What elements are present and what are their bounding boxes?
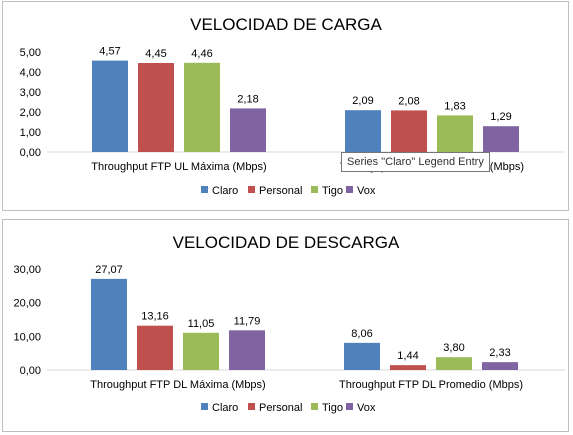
data-label: 3,80 bbox=[443, 342, 464, 354]
bar-vox bbox=[230, 108, 266, 152]
legend-label-claro: Claro bbox=[212, 185, 238, 197]
data-label: 2,18 bbox=[237, 93, 258, 105]
legend-swatch-personal bbox=[248, 186, 255, 193]
category-label: Throughput FTP UL Máxima (Mbps) bbox=[91, 161, 266, 173]
bar-tigo bbox=[437, 115, 473, 152]
bar-personal bbox=[138, 63, 174, 152]
bar-personal bbox=[137, 325, 173, 370]
data-label: 4,45 bbox=[145, 48, 166, 60]
chart-title: VELOCIDAD DE DESCARGA bbox=[173, 233, 400, 252]
data-label: 13,16 bbox=[141, 311, 169, 323]
y-tick-label: 10,00 bbox=[13, 331, 41, 343]
data-label: 1,83 bbox=[444, 100, 465, 112]
bar-personal bbox=[390, 365, 426, 370]
bar-vox bbox=[482, 362, 518, 370]
legend-label-vox: Vox bbox=[357, 402, 376, 414]
data-label: 4,57 bbox=[99, 46, 120, 58]
legend-swatch-tigo bbox=[311, 403, 318, 410]
bar-personal bbox=[391, 110, 427, 152]
bar-tigo bbox=[183, 332, 219, 370]
legend-label-tigo: Tigo bbox=[322, 185, 343, 197]
category-label: Throughput FTP DL Promedio (Mbps) bbox=[339, 379, 523, 391]
y-tick-label: 3,00 bbox=[20, 87, 41, 99]
category-label: Throughput FTP DL Máxima (Mbps) bbox=[90, 379, 265, 391]
data-label: 1,44 bbox=[397, 350, 418, 362]
legend-label-claro: Claro bbox=[212, 402, 238, 414]
data-label: 8,06 bbox=[351, 328, 372, 340]
legend-swatch-claro bbox=[201, 403, 208, 410]
bar-claro bbox=[92, 60, 128, 152]
bar-vox bbox=[229, 330, 265, 370]
bar-tigo bbox=[436, 357, 472, 370]
y-tick-label: 20,00 bbox=[13, 298, 41, 310]
y-tick-label: 0,00 bbox=[20, 365, 41, 377]
data-label: 1,29 bbox=[490, 111, 511, 123]
legend-swatch-vox bbox=[346, 403, 353, 410]
bar-vox bbox=[483, 126, 519, 152]
y-tick-label: 0,00 bbox=[20, 147, 41, 159]
download-chart-svg: VELOCIDAD DE DESCARGA 0,00 10,00 20,00 30,00… bbox=[13, 233, 565, 414]
data-label: 2,33 bbox=[489, 347, 510, 359]
legend-entry-tooltip: Series "Claro" Legend Entry bbox=[341, 152, 490, 172]
legend-swatch-vox bbox=[346, 186, 353, 193]
data-label: 11,05 bbox=[188, 318, 215, 330]
chart-title: VELOCIDAD DE CARGA bbox=[190, 15, 382, 34]
legend-label-personal: Personal bbox=[259, 185, 302, 197]
bar-claro bbox=[91, 278, 127, 370]
legend-label-tigo: Tigo bbox=[322, 402, 343, 414]
y-tick-label: 1,00 bbox=[20, 127, 41, 139]
legend-label-personal: Personal bbox=[259, 402, 302, 414]
bar-claro bbox=[344, 342, 380, 370]
y-tick-label: 4,00 bbox=[20, 67, 41, 79]
legend-label-vox: Vox bbox=[357, 185, 376, 197]
data-label: 27,07 bbox=[95, 264, 123, 276]
data-label: 11,79 bbox=[234, 315, 261, 327]
data-label: 2,09 bbox=[352, 95, 373, 107]
upload-chart[interactable]: VELOCIDAD DE CARGA 0,00 1,00 2,00 3,00 4,00 5,… bbox=[2, 1, 569, 211]
y-tick-label: 5,00 bbox=[20, 47, 41, 59]
data-label: 2,08 bbox=[398, 95, 419, 107]
data-label: 4,46 bbox=[191, 48, 212, 60]
legend-swatch-tigo bbox=[311, 186, 318, 193]
legend-swatch-claro bbox=[201, 186, 208, 193]
download-chart[interactable]: VELOCIDAD DE DESCARGA 0,00 10,00 20,00 30,00… bbox=[2, 219, 569, 432]
bar-claro bbox=[345, 110, 381, 152]
upload-chart-svg: VELOCIDAD DE CARGA 0,00 1,00 2,00 3,00 4,00 5,… bbox=[20, 15, 565, 197]
y-tick-label: 2,00 bbox=[20, 107, 41, 119]
y-tick-label: 30,00 bbox=[13, 264, 41, 276]
legend-swatch-personal bbox=[248, 403, 255, 410]
bar-tigo bbox=[184, 62, 220, 152]
